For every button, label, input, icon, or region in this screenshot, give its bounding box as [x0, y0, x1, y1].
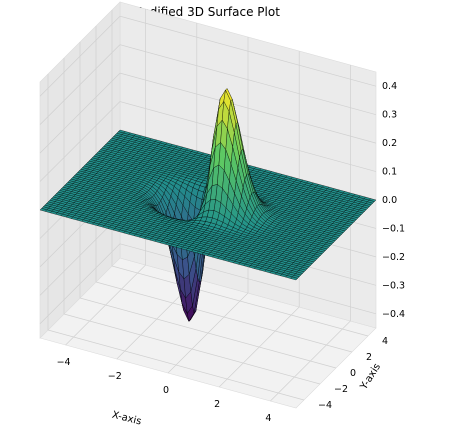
grid-line-y	[111, 265, 369, 337]
grid-line-z	[39, 44, 121, 125]
grid-line-z	[119, 15, 377, 87]
z-tick-label: −0.1	[382, 223, 405, 234]
grid-line-y	[95, 281, 353, 353]
surface-facet	[290, 276, 298, 281]
grid-line-z	[119, 101, 377, 172]
grid-line-y	[63, 313, 321, 385]
surface-mesh	[39, 88, 377, 322]
grid-line-z	[39, 243, 121, 325]
z-tick-label: 0.3	[382, 110, 397, 121]
x-tick-label: 0	[163, 385, 169, 396]
grid-line-z	[39, 72, 121, 154]
z-tick-label: −0.3	[382, 280, 405, 291]
grid-line-z	[39, 215, 121, 296]
z-tick-label: 0.4	[382, 81, 397, 92]
x-tick-label: 2	[214, 399, 220, 410]
y-tick-label: −4	[318, 400, 332, 411]
y-tick-label: 0	[350, 368, 356, 379]
y-tick-label: −2	[334, 384, 348, 395]
x-tick-label: 4	[265, 413, 271, 424]
z-tick-label: 0.1	[382, 167, 397, 178]
grid-line-z	[119, 44, 377, 116]
y-tick-label: 2	[366, 352, 372, 363]
y-tick-label: 4	[382, 336, 388, 347]
z-tick-label: −0.2	[382, 252, 405, 263]
z-tick-label: −0.4	[382, 309, 405, 320]
x-tick-label: −2	[108, 371, 122, 382]
grid-line-z	[39, 15, 121, 97]
grid-line-y	[47, 329, 305, 401]
z-tick-label: 0.2	[382, 138, 397, 149]
grid-line-y	[79, 297, 337, 369]
grid-line-z	[39, 101, 121, 182]
axis-ticks: −4−2024−4−2024−0.4−0.3−0.2−0.10.00.10.20…	[57, 81, 405, 424]
y-axis-label: Y-axis	[358, 362, 383, 393]
x-tick-label: −4	[57, 357, 71, 368]
z-tick-label: 0.0	[382, 195, 397, 206]
grid-line-z	[119, 72, 377, 144]
grid-line-z	[119, 243, 377, 315]
x-axis-label: X-axis	[111, 410, 143, 428]
